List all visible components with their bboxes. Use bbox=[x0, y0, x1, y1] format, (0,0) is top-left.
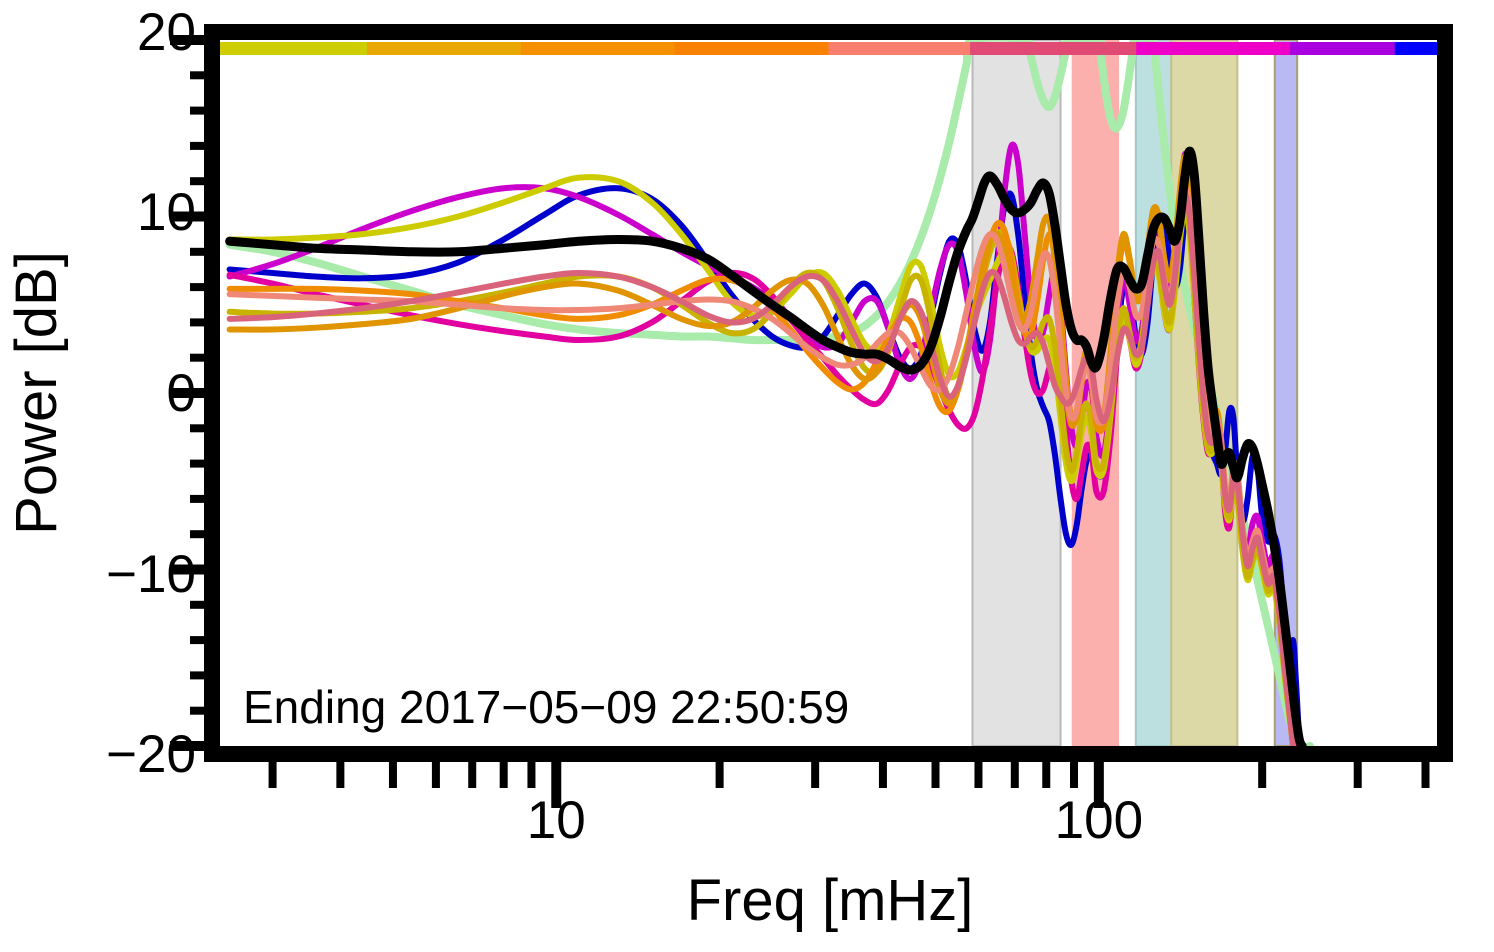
y-tick-label-neg20: −20 bbox=[106, 725, 196, 784]
colorbar-segment-3 bbox=[674, 42, 830, 55]
y-minor-tick bbox=[190, 459, 216, 468]
y-major-tick bbox=[170, 388, 216, 398]
y-minor-tick bbox=[190, 71, 216, 80]
y-minor-tick bbox=[190, 600, 216, 609]
y-minor-tick bbox=[190, 636, 216, 645]
colorbar-segment-6 bbox=[1136, 42, 1291, 55]
y-major-tick bbox=[170, 211, 216, 222]
x-minor-tick bbox=[268, 762, 277, 788]
ending-timestamp-annotation: Ending 2017−05−09 22:50:59 bbox=[243, 681, 849, 733]
x-minor-tick bbox=[715, 762, 724, 788]
x-minor-tick bbox=[431, 762, 440, 788]
x-minor-tick bbox=[1070, 762, 1079, 788]
y-minor-tick bbox=[190, 177, 216, 186]
y-major-tick bbox=[170, 564, 216, 575]
y-minor-tick bbox=[190, 353, 216, 362]
x-minor-tick bbox=[336, 762, 345, 788]
x-minor-tick bbox=[499, 762, 508, 788]
y-minor-tick bbox=[190, 141, 216, 150]
spectrum-curves bbox=[225, 33, 1314, 752]
frequency-colorbar bbox=[213, 42, 1445, 55]
colorbar-segment-5 bbox=[970, 42, 1137, 55]
y-minor-tick bbox=[190, 106, 216, 115]
x-minor-tick bbox=[931, 762, 940, 788]
y-axis-label: Power [dB] bbox=[4, 251, 69, 535]
x-major-tick bbox=[551, 762, 562, 808]
colorbar-segment-1 bbox=[366, 42, 522, 55]
y-tick-label-20: 20 bbox=[137, 3, 196, 62]
y-minor-tick bbox=[190, 318, 216, 327]
x-minor-tick bbox=[1258, 762, 1267, 788]
colorbar-segment-4 bbox=[828, 42, 971, 55]
x-minor-tick bbox=[1042, 762, 1051, 788]
mean-spectrum bbox=[225, 146, 1307, 751]
y-minor-tick bbox=[190, 530, 216, 539]
x-minor-tick bbox=[468, 762, 477, 788]
y-minor-tick bbox=[190, 283, 216, 292]
x-axis-ticks bbox=[268, 762, 1430, 808]
colorbar-segment-8 bbox=[1394, 42, 1445, 55]
y-axis-ticks bbox=[170, 35, 216, 751]
y-minor-tick bbox=[190, 424, 216, 433]
x-major-tick bbox=[1093, 762, 1104, 808]
y-tick-label-10: 10 bbox=[137, 183, 196, 242]
x-minor-tick bbox=[878, 762, 887, 788]
x-minor-tick bbox=[1421, 762, 1430, 788]
y-minor-tick bbox=[190, 706, 216, 715]
y-tick-label-0: 0 bbox=[167, 364, 196, 423]
x-axis-label: Freq [mHz] bbox=[687, 868, 974, 933]
x-minor-tick bbox=[527, 762, 536, 788]
y-minor-tick bbox=[190, 671, 216, 680]
x-tick-label-10: 10 bbox=[527, 791, 586, 850]
x-minor-tick bbox=[1010, 762, 1019, 788]
y-minor-tick bbox=[190, 247, 216, 256]
colorbar-segment-0 bbox=[213, 42, 368, 55]
y-major-tick bbox=[170, 35, 216, 45]
colorbar-segment-2 bbox=[520, 42, 676, 55]
x-tick-label-100: 100 bbox=[1055, 791, 1143, 850]
colorbar-segment-7 bbox=[1290, 42, 1396, 55]
y-major-tick bbox=[170, 741, 216, 751]
x-minor-tick bbox=[388, 762, 397, 788]
spectrum-blue bbox=[226, 181, 1305, 749]
y-tick-label-neg10: −10 bbox=[106, 545, 196, 604]
y-minor-tick bbox=[190, 494, 216, 503]
x-minor-tick bbox=[811, 762, 820, 788]
x-minor-tick bbox=[1353, 762, 1362, 788]
x-minor-tick bbox=[974, 762, 983, 788]
